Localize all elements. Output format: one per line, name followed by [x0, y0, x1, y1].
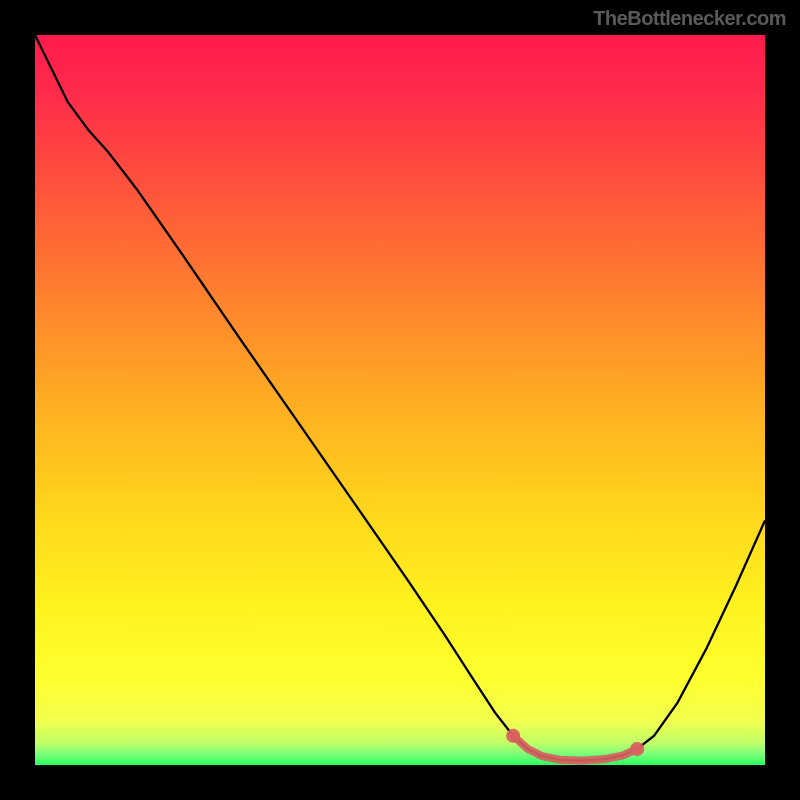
plot-background [35, 35, 765, 765]
bottleneck-chart [0, 0, 800, 800]
